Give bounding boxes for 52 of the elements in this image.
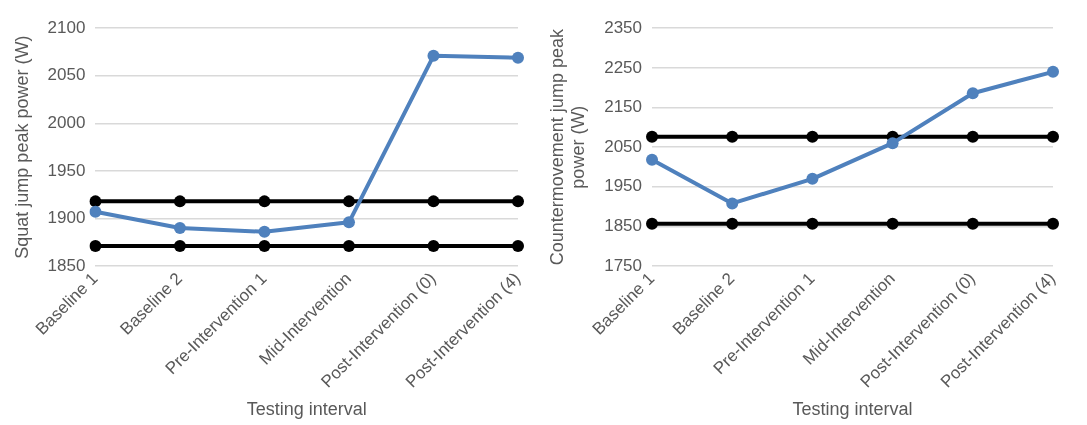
point xyxy=(1047,65,1059,78)
point xyxy=(806,217,819,230)
point xyxy=(726,197,739,210)
point xyxy=(258,195,271,208)
point xyxy=(427,49,440,62)
point xyxy=(258,225,271,238)
x-axis-title: Testing interval xyxy=(792,399,913,420)
point xyxy=(89,195,102,208)
point xyxy=(806,130,819,143)
y-tick-label: 2250 xyxy=(604,57,643,77)
point xyxy=(342,195,355,208)
point xyxy=(646,130,659,143)
y-tick-label: 2000 xyxy=(47,113,86,133)
point xyxy=(89,240,102,253)
point xyxy=(342,240,355,253)
point xyxy=(89,205,102,218)
y-tick-label: 1950 xyxy=(47,160,86,180)
y-axis-title: Squat jump peak power (W) xyxy=(11,35,32,259)
point xyxy=(427,195,440,208)
point xyxy=(886,137,899,150)
point xyxy=(966,130,979,143)
y-tick-label: 2050 xyxy=(47,65,86,85)
point xyxy=(1047,217,1059,230)
x-axis-title: Testing interval xyxy=(246,399,367,420)
point xyxy=(886,217,899,230)
point xyxy=(966,217,979,230)
point xyxy=(512,240,524,253)
y-tick-label: 1850 xyxy=(47,255,86,275)
point xyxy=(173,222,186,235)
point xyxy=(1047,130,1059,143)
y-tick-label: 1950 xyxy=(604,176,643,196)
y-tick-label: 2150 xyxy=(604,97,643,117)
y-tick-label: 1900 xyxy=(47,208,86,228)
y-tick-label: 2100 xyxy=(47,17,86,37)
point xyxy=(512,51,524,64)
point xyxy=(512,195,524,208)
point xyxy=(258,240,271,253)
y-tick-label: 2350 xyxy=(604,17,643,37)
point xyxy=(726,130,739,143)
point xyxy=(966,87,979,100)
point xyxy=(646,153,659,166)
y-axis-title: Countermovement jump peak power (W) xyxy=(546,28,589,266)
point xyxy=(726,217,739,230)
point xyxy=(173,195,186,208)
point xyxy=(646,217,659,230)
y-tick-label: 2050 xyxy=(604,136,643,156)
point xyxy=(173,240,186,253)
point xyxy=(427,240,440,253)
point xyxy=(806,172,819,185)
point xyxy=(342,216,355,229)
y-tick-label: 1850 xyxy=(604,216,643,236)
y-tick-label: 1750 xyxy=(604,255,643,275)
